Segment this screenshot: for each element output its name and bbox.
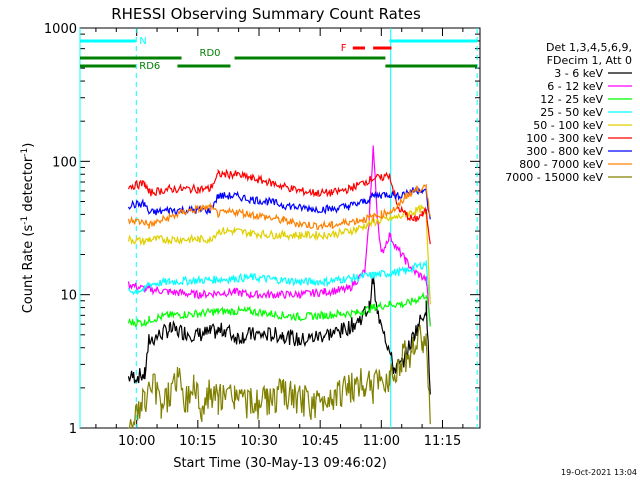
chart-title: RHESSI Observing Summary Count Rates <box>111 5 421 23</box>
series-line-2 <box>127 291 431 328</box>
y-axis-ticks: 1 10 100 1000 <box>44 22 480 437</box>
x-tick-label: 11:15 <box>424 434 461 449</box>
legend-entry-label: 300 - 800 keV <box>526 145 603 158</box>
legend-entry-label: 25 - 50 keV <box>540 106 603 119</box>
plot-frame <box>79 27 481 429</box>
series-line-5 <box>127 168 431 245</box>
vertical-markers <box>79 28 478 428</box>
series-line-0 <box>127 276 431 395</box>
y-tick-label: 10 <box>60 289 77 304</box>
y-axis-title-mid: detector <box>21 156 36 216</box>
series-line-3 <box>127 260 431 299</box>
legend-entry-label: 50 - 100 keV <box>533 119 603 132</box>
generation-timestamp: 19-Oct-2021 13:04 <box>561 468 637 477</box>
legend-header-line: Det 1,3,4,5,6,9, <box>546 41 632 54</box>
flag-label: RD0 <box>200 48 221 59</box>
svg-text:Count Rate (s-1 detector-1): Count Rate (s-1 detector-1) <box>20 143 36 314</box>
legend-entry-label: 12 - 25 keV <box>540 93 603 106</box>
legend-header-line: FDecim 1, Att 0 <box>547 54 632 67</box>
x-tick-label: 10:30 <box>240 434 277 449</box>
legend-entry-label: 100 - 300 keV <box>526 132 603 145</box>
legend-entry-label: 7000 - 15000 keV <box>505 171 603 184</box>
series-line-1 <box>127 145 431 324</box>
x-tick-label: 10:45 <box>301 434 338 449</box>
legend-entry-label: 3 - 6 keV <box>554 67 603 80</box>
series-line-6 <box>127 186 431 220</box>
legend-entry-label: 800 - 7000 keV <box>519 158 603 171</box>
legend-entry-label: 6 - 12 keV <box>547 80 603 93</box>
x-tick-label: 10:00 <box>118 434 155 449</box>
y-axis-title-main: Count Rate (s <box>21 225 36 314</box>
flag-label: RD6 <box>139 61 160 72</box>
y-tick-label: 1 <box>69 422 77 437</box>
flag-label: N <box>139 36 146 47</box>
series-line-7 <box>127 183 431 231</box>
x-tick-label: 10:15 <box>179 434 216 449</box>
series-line-4 <box>127 204 431 305</box>
flag-label: F <box>341 43 347 54</box>
flag-bars: N RD0 RD6 F <box>80 36 478 72</box>
x-axis-ticks: 10:00 10:15 10:30 10:45 11:00 11:15 <box>95 28 464 449</box>
series-line-8 <box>128 324 431 429</box>
y-tick-label: 100 <box>52 155 77 170</box>
y-axis-title: Count Rate (s-1 detector-1) <box>20 143 36 314</box>
series-lines <box>127 145 431 429</box>
y-axis-title-sup2: -1 <box>20 148 30 157</box>
y-axis-title-sup1: -1 <box>20 216 30 225</box>
y-tick-label: 1000 <box>44 22 77 37</box>
x-tick-label: 11:00 <box>363 434 400 449</box>
x-axis-title: Start Time (30-May-13 09:46:02) <box>173 456 387 471</box>
y-axis-title-end: ) <box>21 143 36 148</box>
legend: Det 1,3,4,5,6,9,FDecim 1, Att 03 - 6 keV… <box>505 41 632 184</box>
